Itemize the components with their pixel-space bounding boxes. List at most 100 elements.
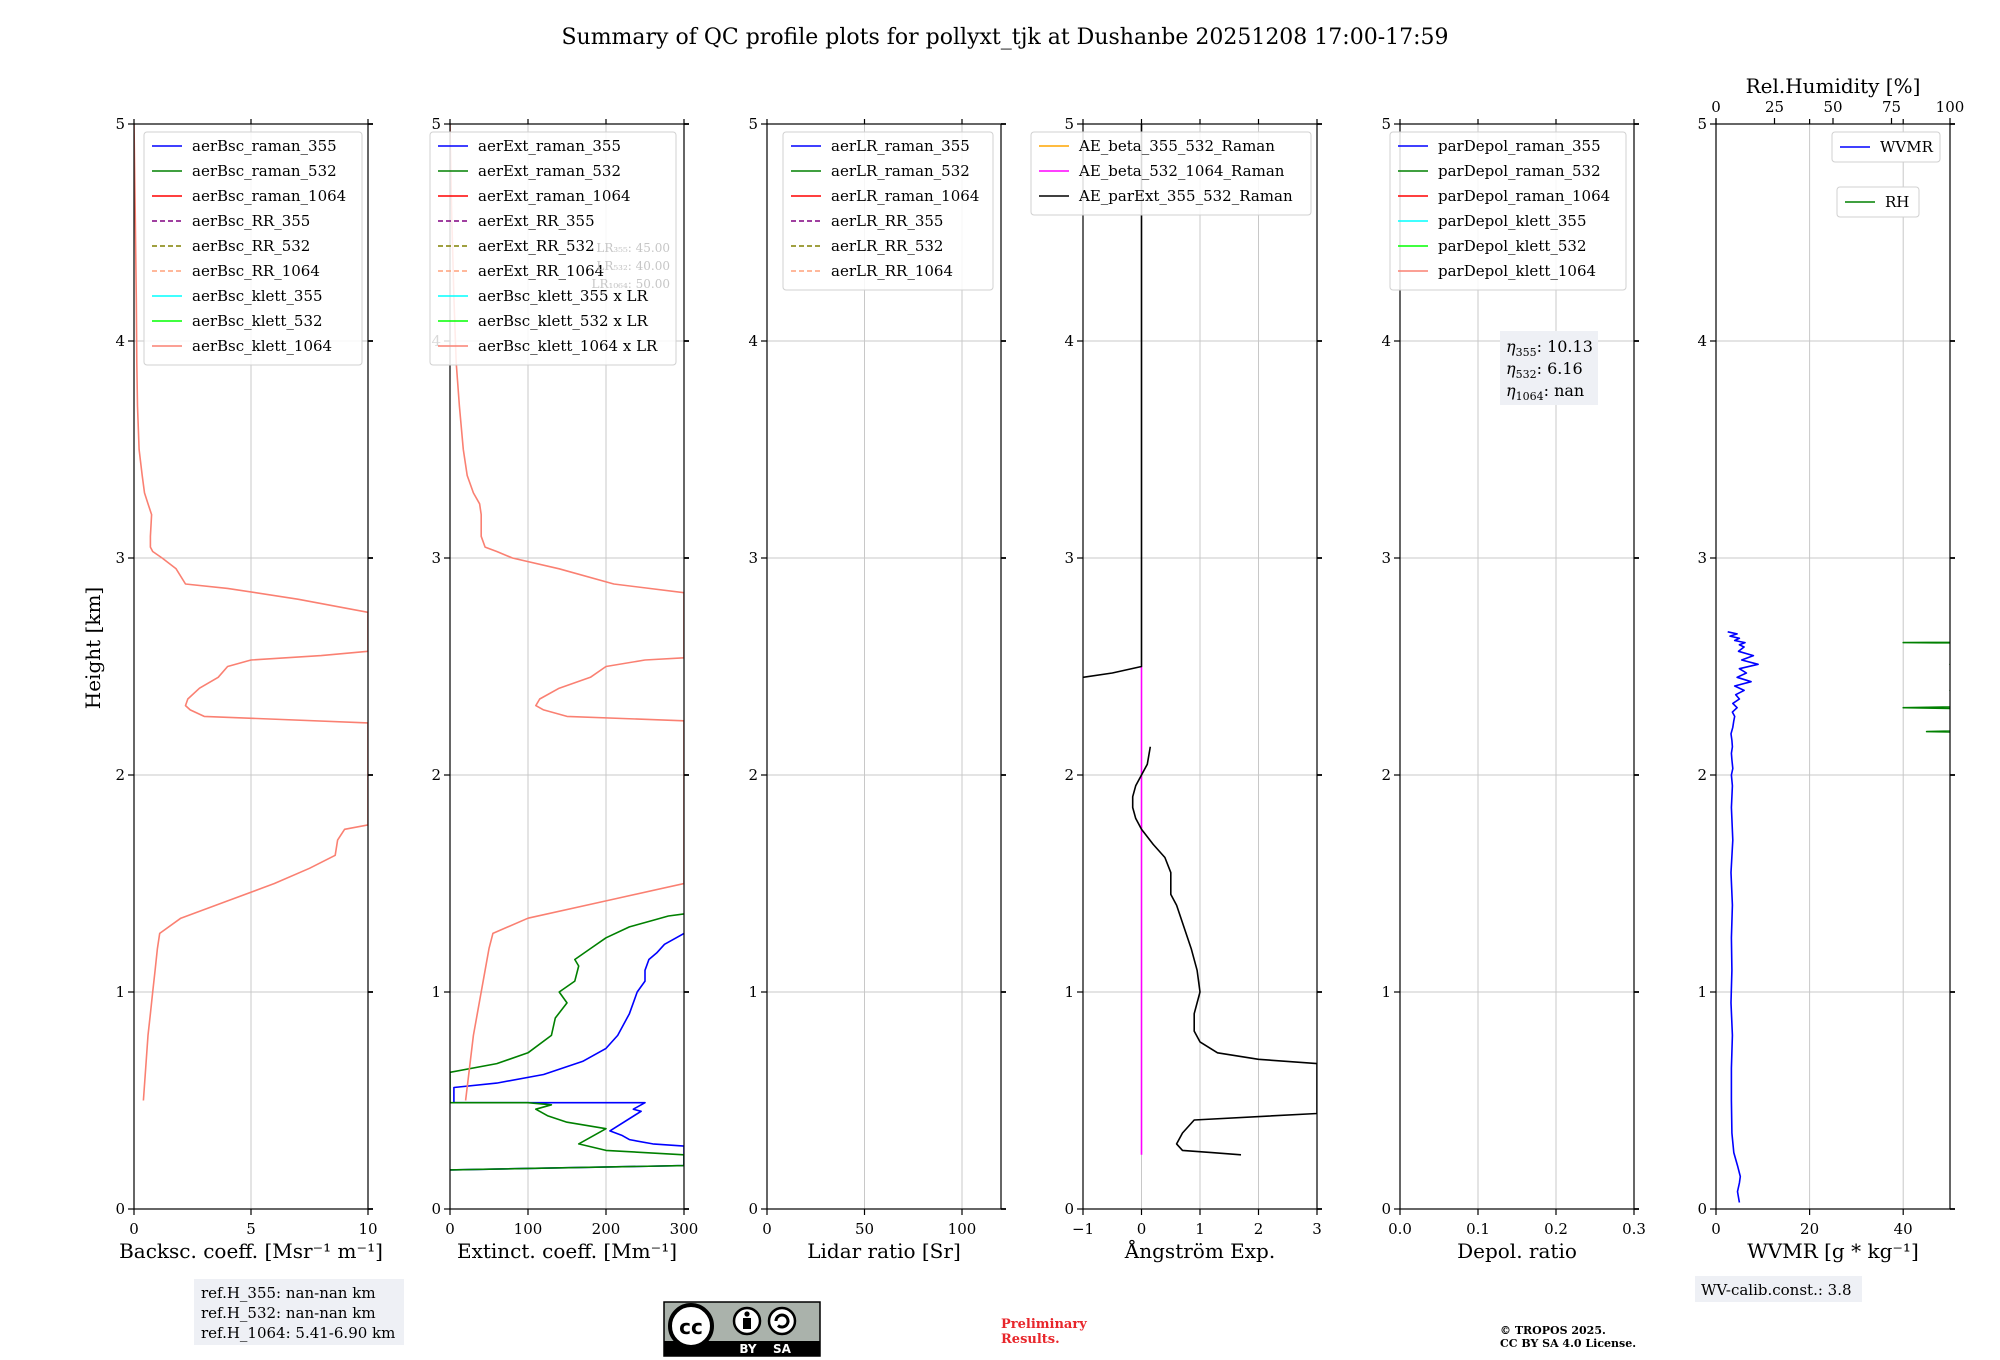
y-tick-label: 5	[1697, 115, 1707, 133]
legend-label: parDepol_raman_1064	[1438, 187, 1610, 205]
x-axis-label: Backsc. coeff. [Msr⁻¹ m⁻¹]	[119, 1239, 383, 1263]
x-tick-label: 5	[246, 1220, 256, 1238]
y-tick-label: 4	[115, 332, 125, 350]
x-tick-label: 0.0	[1388, 1220, 1412, 1238]
y-tick-label: 5	[115, 115, 125, 133]
lidar-ratio-label: LR₃₅₅: 45.00	[596, 241, 670, 255]
plot-frame	[449, 123, 685, 1210]
series-line-aerExt_raman_532	[450, 913, 684, 1171]
y-tick-label: 0	[1381, 1200, 1391, 1218]
legend-extinction: aerExt_raman_355 aerExt_raman_532 aerExt_r…	[429, 131, 677, 366]
eta-box	[1500, 331, 1598, 405]
top-axis-label: Rel.Humidity [%]	[1746, 74, 1921, 98]
y-tick-label: 5	[431, 115, 441, 133]
y-tick-label: 0	[748, 1200, 758, 1218]
x-tick-label: −1	[1072, 1220, 1094, 1238]
legend-label: aerLR_RR_532	[831, 237, 943, 255]
x-axis-label: Ångström Exp.	[1124, 1238, 1275, 1263]
y-tick-label: 1	[1697, 983, 1707, 1001]
legend-box	[1389, 131, 1627, 291]
legend-label: AE_parExt_355_532_Raman	[1078, 187, 1293, 205]
legend-label: aerBsc_RR_355	[192, 212, 310, 230]
panel-depol: 0.0 0.1 0.2 0.3 0 1 2 3 4 5 Depol. ratio parDepol_r…	[1381, 115, 1645, 1263]
series-line-aerBsc_klett_1064 x LR	[450, 124, 684, 1101]
y-tick-label: 2	[431, 766, 441, 784]
ref-height-532: ref.H_532: nan-nan km	[201, 1304, 376, 1322]
x-tick-label: 40	[1894, 1220, 1913, 1238]
legend-label: parDepol_klett_355	[1438, 212, 1587, 230]
x-tick-label: 0.2	[1544, 1220, 1568, 1238]
x-tick-label: 0	[1711, 1220, 1721, 1238]
ref-height-1064: ref.H_1064: 5.41-6.90 km	[201, 1324, 395, 1342]
legend-label: aerBsc_RR_1064	[192, 262, 320, 280]
y-tick-label: 0	[1064, 1200, 1074, 1218]
legend-backscatter: aerBsc_raman_355 aerBsc_raman_532 aerBsc_r…	[143, 131, 363, 366]
legend-label: WVMR	[1880, 138, 1934, 156]
legend-wvmr: WVMR	[1831, 131, 1941, 163]
legend-label: aerBsc_RR_532	[192, 237, 310, 255]
cc-badge-by-label: BY	[739, 1342, 756, 1356]
series-line-RH	[1902, 641, 1950, 733]
x-tick-label: 200	[592, 1220, 621, 1238]
legend-label: aerExt_RR_532	[478, 237, 595, 255]
cc-logo-text: cc	[679, 1315, 703, 1339]
figure-title: Summary of QC profile plots for pollyxt_…	[561, 25, 1448, 50]
by-attribution-icon-body	[743, 1318, 751, 1329]
series-line-aerExt_raman_355	[450, 932, 684, 1171]
legend-label: RH	[1885, 193, 1909, 211]
lidar-ratio-label: LR₅₃₂: 40.00	[596, 259, 670, 273]
legend-label: AE_beta_532_1064_Raman	[1078, 162, 1285, 180]
x-tick-label: 50	[855, 1220, 874, 1238]
preliminary-line-2: Results.	[1001, 1332, 1060, 1347]
eta-symbol: η	[1506, 359, 1516, 378]
eta-label: η1064: nan	[1506, 381, 1584, 403]
legend-label: parDepol_raman_532	[1438, 162, 1601, 180]
y-tick-label: 4	[748, 332, 758, 350]
eta-label: η355: 10.13	[1506, 337, 1593, 359]
y-tick-label: 3	[115, 549, 125, 567]
eta-value: : 10.13	[1537, 337, 1593, 356]
x-tick-label: 100	[514, 1220, 543, 1238]
y-tick-label: 3	[1064, 549, 1074, 567]
top-tick-label: 25	[1765, 98, 1784, 116]
ref-height-box: ref.H_355: nan-nan km ref.H_532: nan-nan…	[194, 1279, 404, 1345]
x-axis-label: Lidar ratio [Sr]	[807, 1239, 961, 1263]
top-tick-label: 75	[1882, 98, 1901, 116]
x-tick-label: 0.1	[1466, 1220, 1490, 1238]
y-tick-label: 4	[1064, 332, 1074, 350]
lidar-ratio-label: LR₁₀₆₄: 50.00	[592, 277, 670, 291]
legend-label: aerBsc_klett_1064	[192, 337, 332, 355]
x-axis-label: WVMR [g * kg⁻¹]	[1747, 1239, 1919, 1263]
y-tick-label: 1	[431, 983, 441, 1001]
y-tick-label: 1	[1064, 983, 1074, 1001]
legend-label: parDepol_raman_355	[1438, 137, 1601, 155]
eta-subscript: 355	[1516, 346, 1537, 359]
x-tick-label: 0.3	[1622, 1220, 1646, 1238]
legend-rh: RH	[1836, 186, 1920, 218]
top-tick-label: 0	[1711, 98, 1721, 116]
cc-logo-icon	[668, 1303, 714, 1349]
y-tick-label: 3	[431, 549, 441, 567]
y-tick-label: 2	[748, 766, 758, 784]
x-tick-label: 0	[762, 1220, 772, 1238]
wv-calib-box: WV-calib.const.: 3.8	[1695, 1276, 1862, 1302]
legend-label: aerBsc_raman_532	[192, 162, 337, 180]
legend-label: aerBsc_klett_355 x LR	[478, 287, 649, 305]
x-axis-label: Depol. ratio	[1457, 1239, 1577, 1263]
y-tick-label: 1	[1381, 983, 1391, 1001]
ref-height-box-bg	[194, 1279, 404, 1345]
legend-label: aerLR_raman_532	[831, 162, 970, 180]
legend-label: aerExt_RR_1064	[478, 262, 604, 280]
series-line-AE_parExt_355_532_Raman_upper	[1083, 124, 1143, 679]
plot-frame	[766, 123, 1002, 1210]
legend-label: AE_beta_355_532_Raman	[1078, 137, 1275, 155]
legend-box	[143, 131, 363, 366]
legend-label: aerLR_RR_355	[831, 212, 943, 230]
legend-box	[1030, 131, 1312, 216]
wv-calib-text: WV-calib.const.: 3.8	[1701, 1281, 1852, 1299]
top-tick-label: 50	[1823, 98, 1842, 116]
legend-label: parDepol_klett_532	[1438, 237, 1587, 255]
y-tick-label: 0	[1697, 1200, 1707, 1218]
